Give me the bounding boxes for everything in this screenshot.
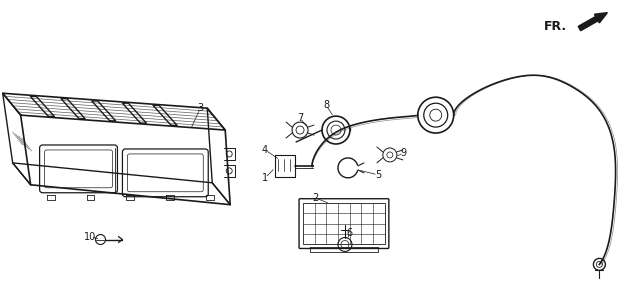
FancyArrow shape — [578, 12, 607, 31]
Text: 6: 6 — [347, 227, 353, 237]
Text: 5: 5 — [375, 170, 381, 180]
Text: 9: 9 — [401, 148, 407, 158]
Text: 10: 10 — [84, 231, 97, 241]
Text: 8: 8 — [323, 100, 329, 110]
Text: 7: 7 — [297, 113, 303, 123]
Text: 4: 4 — [262, 145, 268, 155]
Text: 1: 1 — [262, 173, 268, 183]
Text: 2: 2 — [312, 193, 318, 203]
Text: 3: 3 — [197, 103, 204, 113]
Bar — [303, 203, 385, 245]
Text: FR.: FR. — [545, 20, 568, 33]
